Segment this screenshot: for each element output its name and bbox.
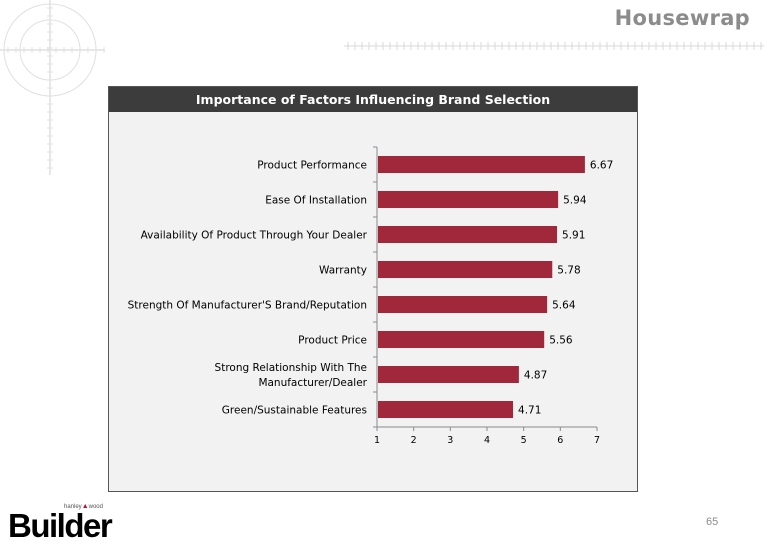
x-tick-label: 1 (374, 435, 380, 446)
category-label-line: Ease Of Installation (265, 195, 367, 207)
bar-value-label: 5.78 (557, 265, 580, 277)
bar (378, 296, 548, 313)
category-label: Ease Of Installation (265, 195, 367, 207)
bar (378, 331, 545, 348)
bar (378, 366, 519, 383)
crosshair-decoration (0, 0, 105, 175)
bar-value-label: 5.56 (549, 335, 573, 347)
bar (378, 401, 514, 418)
bar-value-label: 4.87 (524, 370, 547, 382)
chart-panel: Importance of Factors Influencing Brand … (108, 86, 638, 492)
category-label-line: Product Performance (257, 160, 367, 172)
bar (378, 226, 558, 243)
bar (378, 191, 559, 208)
bar (378, 156, 585, 173)
bar-value-label: 5.94 (563, 195, 587, 207)
chart-title: Importance of Factors Influencing Brand … (109, 87, 637, 112)
category-label: Warranty (319, 265, 367, 277)
bar-value-label: 5.91 (562, 230, 585, 242)
category-label-line: Availability Of Product Through Your Dea… (141, 230, 368, 242)
caret-icon: ▲ (81, 503, 89, 510)
category-label: Strength Of Manufacturer'S Brand/Reputat… (128, 300, 367, 312)
publisher-left: hanley (64, 504, 82, 510)
category-label-line: Warranty (319, 265, 367, 277)
publisher-logo: hanley▲wood (64, 503, 103, 510)
x-tick-label: 3 (447, 435, 453, 446)
category-label-line: Manufacturer/Dealer (258, 377, 367, 389)
bar-value-label: 4.71 (518, 405, 541, 417)
x-tick-label: 7 (594, 435, 600, 446)
x-tick-label: 2 (411, 435, 417, 446)
bar-chart: 6.67 Product Performance 5.94 Ease Of Insta… (128, 146, 613, 446)
builder-logo: Builder (8, 507, 113, 544)
category-label-line: Strength Of Manufacturer'S Brand/Reputat… (128, 300, 367, 312)
page-number: 65 (706, 516, 719, 528)
category-label-line: Green/Sustainable Features (222, 405, 367, 417)
x-tick-label: 6 (557, 435, 563, 446)
category-label: Product Price (298, 335, 367, 347)
ruler-decoration (344, 42, 764, 50)
slide-title: Housewrap (614, 6, 750, 30)
bar-value-label: 5.64 (552, 300, 576, 312)
bar-value-label: 6.67 (590, 160, 613, 172)
category-label-line: Product Price (298, 335, 367, 347)
category-label: Strong Relationship With The Manufacturer… (215, 362, 368, 389)
category-label: Green/Sustainable Features (222, 405, 367, 417)
publisher-right: wood (88, 504, 103, 510)
x-tick-label: 5 (521, 435, 527, 446)
bar (378, 261, 553, 278)
category-label: Product Performance (257, 160, 367, 172)
category-label-line: Strong Relationship With The (215, 362, 367, 374)
x-tick-label: 4 (484, 435, 490, 446)
category-label: Availability Of Product Through Your Dea… (141, 230, 368, 242)
